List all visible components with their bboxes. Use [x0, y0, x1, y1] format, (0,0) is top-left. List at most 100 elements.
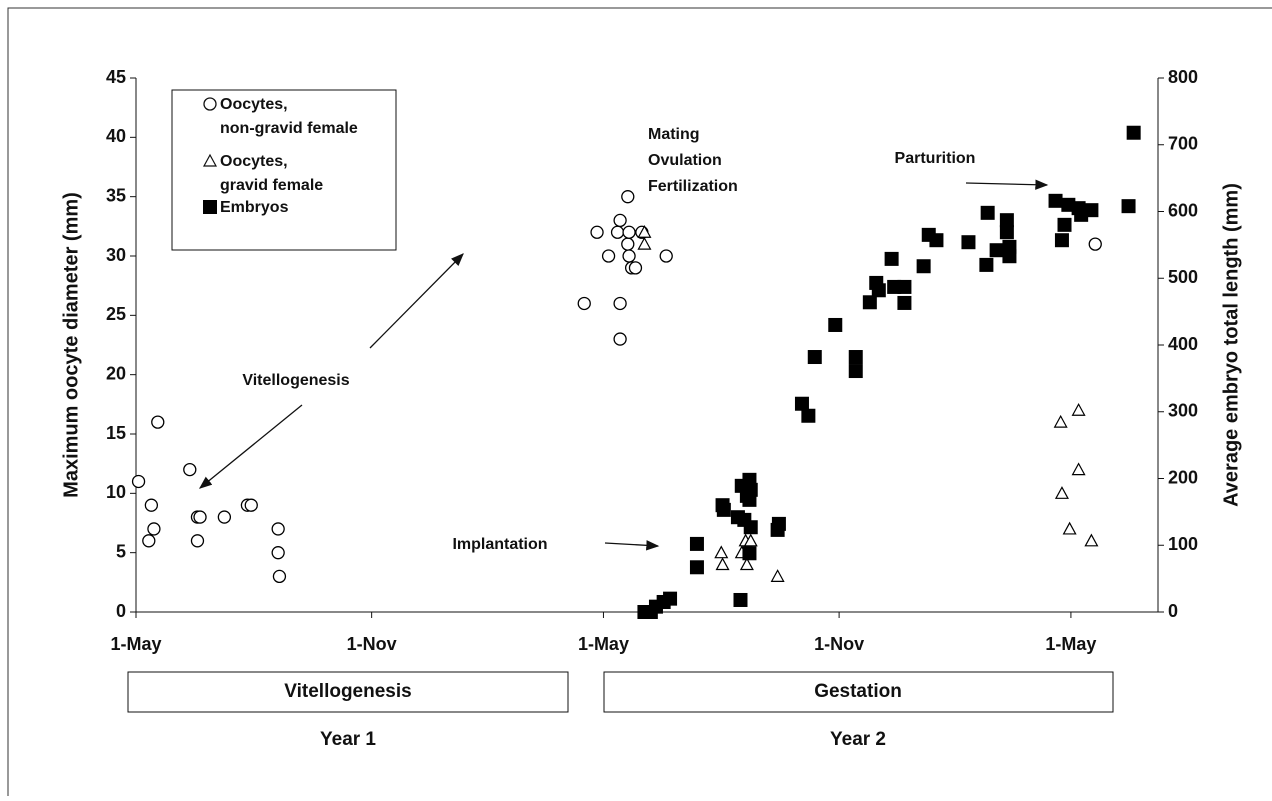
legend-line: Oocytes, — [220, 153, 288, 170]
annotation: Parturition — [895, 150, 976, 167]
y-label: Maximum oocyte diameter (mm) — [60, 192, 82, 498]
y-tick-label: 30 — [106, 245, 126, 265]
point — [1062, 521, 1077, 535]
point — [193, 510, 207, 524]
annotation: Fertilization — [648, 178, 738, 195]
period-box — [603, 671, 1114, 713]
point — [1071, 403, 1086, 416]
legend-label: Embryos — [220, 199, 289, 216]
y2-tick-label: 600 — [1168, 200, 1198, 220]
point — [271, 546, 285, 560]
point — [613, 332, 627, 346]
period-box — [127, 671, 569, 713]
point — [828, 317, 843, 332]
point — [689, 560, 704, 575]
point — [613, 213, 627, 228]
x-tick-label: 1-May — [110, 634, 161, 654]
point — [659, 249, 673, 263]
point — [663, 591, 678, 606]
point — [272, 569, 287, 584]
point — [1084, 203, 1099, 218]
point — [1054, 233, 1069, 248]
point — [929, 233, 944, 248]
y2-label: Average embryo total length (mm) — [1220, 183, 1242, 507]
point — [807, 350, 822, 365]
legend-label: Oocytes, non-gravid female — [220, 96, 358, 137]
y2-tick-label: 200 — [1168, 467, 1198, 487]
x-tick-label: 1-May — [578, 634, 629, 654]
y2-tick-label: 0 — [1168, 601, 1178, 621]
point — [897, 279, 912, 294]
point — [217, 510, 232, 524]
point — [771, 516, 786, 531]
point — [770, 569, 785, 582]
point — [884, 251, 899, 266]
point — [871, 283, 886, 298]
point — [980, 205, 995, 220]
point — [1084, 533, 1099, 547]
point — [610, 225, 625, 239]
y-tick-label: 0 — [116, 601, 126, 621]
annotation: Mating — [648, 126, 700, 143]
point — [739, 557, 754, 571]
x-tick-label: 1-Nov — [814, 634, 864, 654]
y2-tick-label: 800 — [1168, 67, 1198, 87]
point — [742, 546, 757, 561]
legend-label: Oocytes, gravid female — [220, 153, 323, 194]
point — [801, 408, 816, 423]
point — [577, 296, 591, 311]
y-tick-label: 5 — [116, 541, 126, 561]
y-tick-label: 20 — [106, 363, 126, 383]
point — [637, 225, 652, 238]
point — [1048, 193, 1063, 208]
point — [590, 225, 604, 239]
point — [794, 396, 809, 411]
point — [961, 235, 976, 250]
point — [142, 534, 156, 548]
point — [979, 257, 994, 272]
annotation: Ovulation — [648, 152, 722, 169]
point — [1053, 414, 1068, 428]
point — [848, 364, 863, 379]
legend-line: Oocytes, — [220, 96, 288, 113]
legend-marker — [203, 97, 217, 111]
period-label: Vitellogenesis — [284, 681, 411, 702]
point — [848, 350, 863, 365]
point — [1121, 199, 1136, 214]
point — [1126, 125, 1141, 140]
point — [989, 243, 1004, 258]
point — [621, 190, 635, 204]
legend-line: non-gravid female — [220, 120, 358, 137]
point — [743, 533, 758, 547]
point — [715, 557, 730, 571]
y-tick-label: 40 — [106, 126, 126, 146]
point — [999, 225, 1014, 240]
legend-box — [171, 89, 397, 251]
point — [1071, 462, 1086, 476]
y2-tick-label: 500 — [1168, 267, 1198, 287]
point — [862, 295, 877, 310]
arrows — [198, 179, 1049, 551]
point — [601, 249, 616, 263]
point — [622, 225, 636, 239]
point — [151, 415, 165, 429]
point — [999, 213, 1014, 228]
point — [131, 474, 146, 489]
point — [733, 592, 748, 607]
point — [271, 522, 285, 536]
point — [897, 295, 912, 310]
y2-tick-label: 100 — [1168, 534, 1198, 554]
x-tick-label: 1-Nov — [347, 634, 397, 654]
point — [1088, 237, 1102, 251]
point — [183, 462, 197, 477]
y2-tick-label: 400 — [1168, 334, 1198, 354]
point — [1002, 249, 1017, 264]
legend-marker — [202, 153, 218, 167]
point — [613, 296, 627, 311]
point — [628, 261, 643, 275]
y-tick-label: 15 — [106, 423, 126, 443]
legend-line: Embryos — [220, 199, 289, 216]
y2-tick-label: 700 — [1168, 134, 1198, 154]
y-tick-label: 25 — [106, 304, 126, 324]
